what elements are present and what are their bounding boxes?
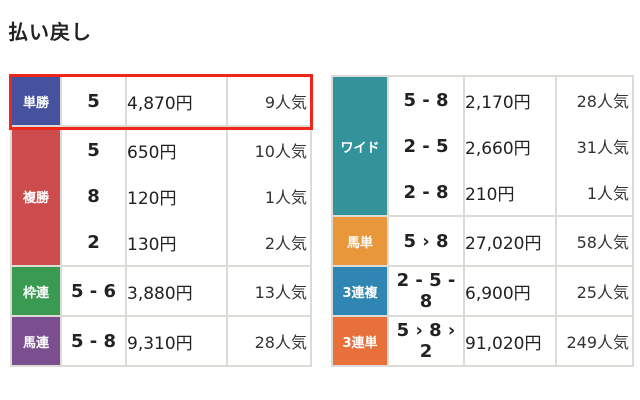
payout-amount: 27,020円 <box>463 215 557 267</box>
table-row: 馬単 5 › 8 27,020円 58人気 <box>331 215 634 267</box>
popularity: 28人気 <box>226 315 312 367</box>
table-row: 単勝 5 4,870円 9人気 <box>10 75 312 127</box>
combination: 2 <box>60 219 127 267</box>
payout-amount: 2,660円 <box>463 123 557 169</box>
combination: 5 - 6 <box>60 265 127 317</box>
combination: 8 <box>60 173 127 219</box>
payout-amount: 130円 <box>125 219 228 267</box>
bet-type-label: 枠連 <box>10 265 62 317</box>
bet-type-label: 馬連 <box>10 315 62 367</box>
payout-amount: 91,020円 <box>463 315 557 367</box>
table-row: 複勝 5 650円 10人気 <box>10 125 312 267</box>
table-row: 3連単 5 › 8 › 2 91,020円 249人気 <box>331 315 634 367</box>
popularity: 1人気 <box>555 169 634 217</box>
combination: 5 › 8 <box>387 215 465 267</box>
bet-type-label: 単勝 <box>10 75 62 127</box>
combination: 2 - 8 <box>387 169 465 217</box>
combination: 2 - 5 - 8 <box>387 265 465 317</box>
payout-amount: 2,170円 <box>463 75 557 123</box>
combination: 5 <box>60 125 127 173</box>
payout-amount: 210円 <box>463 169 557 217</box>
table-row: 8 120円 1人気 <box>11 173 312 219</box>
popularity: 13人気 <box>226 265 312 317</box>
payout-amount: 4,870円 <box>125 75 228 127</box>
bet-type-label: 複勝 <box>10 125 62 267</box>
table-row: 3連複 2 - 5 - 8 6,900円 25人気 <box>331 265 634 317</box>
bet-type-label: 馬単 <box>331 215 389 267</box>
popularity: 2人気 <box>226 219 312 267</box>
popularity: 10人気 <box>226 125 312 173</box>
popularity: 58人気 <box>555 215 634 267</box>
payout-amount: 120円 <box>125 173 228 219</box>
table-row: 2 - 5 2,660円 31人気 <box>332 123 634 169</box>
combination: 5 <box>60 75 127 127</box>
payout-amount: 650円 <box>125 125 228 173</box>
bet-type-label: 3連複 <box>331 265 389 317</box>
page-title: 払い戻し <box>8 20 92 44</box>
combination: 2 - 5 <box>387 123 465 169</box>
payout-table-left: 単勝 5 4,870円 9人気 複勝 5 650円 10人気 8 120円 1人気 2 130円 2人気枠… <box>10 75 312 367</box>
combination: 5 - 8 <box>60 315 127 367</box>
table-row: ワイド 5 - 8 2,170円 28人気 <box>331 75 634 217</box>
bet-type-label: ワイド <box>331 75 389 217</box>
combination: 5 › 8 › 2 <box>387 315 465 367</box>
payout-amount: 9,310円 <box>125 315 228 367</box>
popularity: 31人気 <box>555 123 634 169</box>
popularity: 28人気 <box>555 75 634 123</box>
bet-type-label: 3連単 <box>331 315 389 367</box>
table-row: 枠連 5 - 6 3,880円 13人気 <box>10 265 312 317</box>
table-row: 2 130円 2人気 <box>11 219 312 267</box>
payout-amount: 6,900円 <box>463 265 557 317</box>
popularity: 1人気 <box>226 173 312 219</box>
table-row: 馬連 5 - 8 9,310円 28人気 <box>10 315 312 367</box>
popularity: 25人気 <box>555 265 634 317</box>
popularity: 249人気 <box>555 315 634 367</box>
payout-table-right: ワイド 5 - 8 2,170円 28人気 2 - 5 2,660円 31人気 2 - 8 21… <box>331 75 634 367</box>
table-row: 2 - 8 210円 1人気 <box>332 169 634 217</box>
payout-amount: 3,880円 <box>125 265 228 317</box>
popularity: 9人気 <box>226 75 312 127</box>
combination: 5 - 8 <box>387 75 465 123</box>
